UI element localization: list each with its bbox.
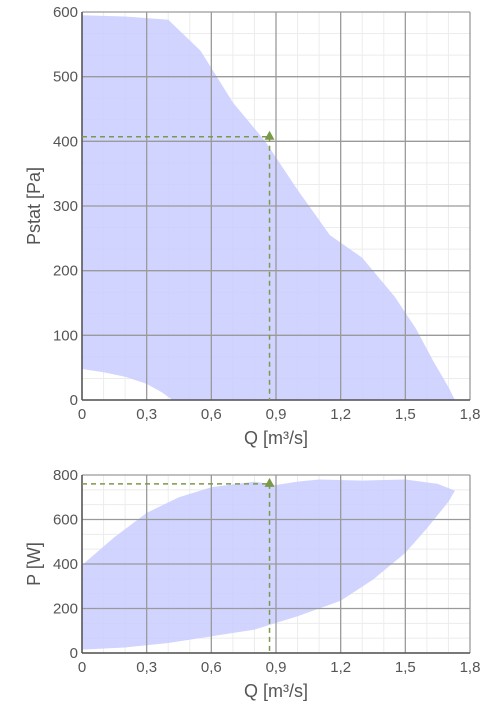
pstat-x-axis-title: Q [m³/s] xyxy=(244,428,308,448)
pstat-x-tick-label: 0,3 xyxy=(136,406,157,423)
pstat-y-tick-label: 0 xyxy=(70,392,78,409)
power-x-tick-label: 0,3 xyxy=(136,659,157,676)
power-x-tick-label: 1,8 xyxy=(460,659,481,676)
pstat-y-tick-label: 200 xyxy=(53,263,78,280)
power-chart: 0 0,3 0,6 0,9 1,2 1,5 1,8 0 200 400 600 800 Q [m³/s]… xyxy=(24,467,480,701)
pstat-y-tick-label: 400 xyxy=(53,133,78,150)
power-y-tick-label: 400 xyxy=(53,556,78,573)
power-y-axis-title: P [W] xyxy=(24,542,44,586)
power-y-tick-label: 200 xyxy=(53,601,78,618)
pstat-x-tick-label: 1,8 xyxy=(460,406,481,423)
power-x-tick-label: 0,9 xyxy=(266,659,287,676)
power-y-tick-label: 600 xyxy=(53,512,78,529)
pstat-operating-envelope xyxy=(82,15,455,400)
pstat-y-tick-label: 500 xyxy=(53,69,78,86)
pstat-y-tick-label: 100 xyxy=(53,327,78,344)
pstat-x-tick-label: 0,9 xyxy=(266,406,287,423)
power-x-axis-title: Q [m³/s] xyxy=(244,681,308,701)
power-operating-point-marker xyxy=(264,477,275,487)
static-pressure-chart: 0 0,3 0,6 0,9 1,2 1,5 1,8 0 100 200 300 400 500 600 Q … xyxy=(24,4,480,448)
pstat-y-tick-label: 300 xyxy=(53,198,78,215)
power-x-tick-label: 0,6 xyxy=(201,659,222,676)
power-x-tick-label: 1,5 xyxy=(395,659,416,676)
power-y-tick-label: 800 xyxy=(53,467,78,484)
power-x-tick-label: 1,2 xyxy=(330,659,351,676)
pstat-x-tick-label: 0,6 xyxy=(201,406,222,423)
pstat-x-tick-label: 1,2 xyxy=(330,406,351,423)
pstat-x-tick-label: 1,5 xyxy=(395,406,416,423)
pstat-operating-point-marker xyxy=(264,130,275,140)
pstat-y-axis-title: Pstat [Pa] xyxy=(24,167,44,245)
pstat-y-tick-label: 600 xyxy=(53,4,78,21)
power-y-tick-label: 0 xyxy=(70,645,78,662)
power-x-tick-label: 0 xyxy=(78,659,86,676)
pstat-x-tick-label: 0 xyxy=(78,406,86,423)
